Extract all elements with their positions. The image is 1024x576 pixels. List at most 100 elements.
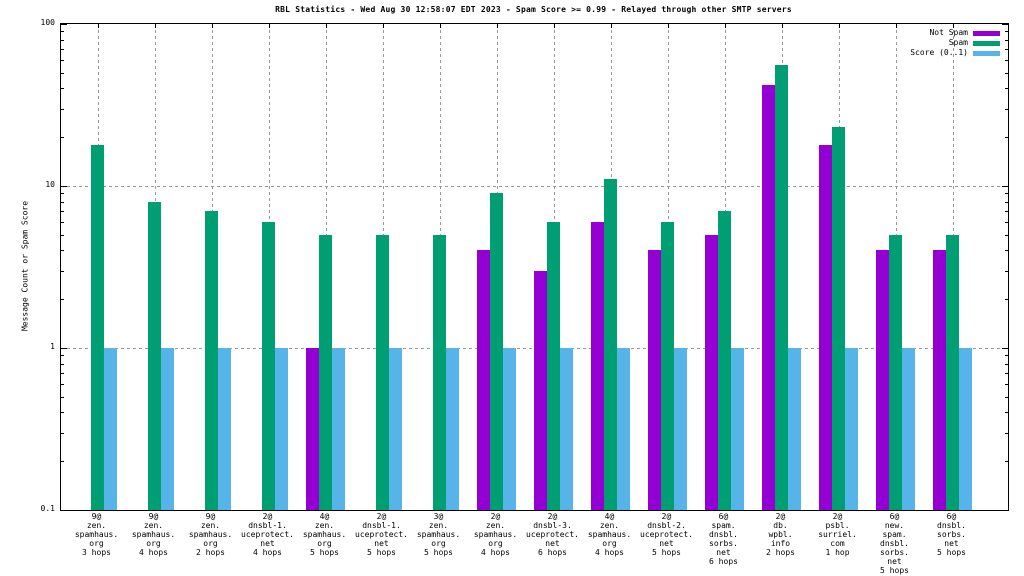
x-axis-category-label: 6@ new. spam. dnsbl. sorbs. net 5 hops <box>866 512 923 575</box>
legend-swatch <box>973 30 1000 36</box>
bar-spam <box>718 211 731 510</box>
x-axis-label-line: 2@ <box>490 512 501 521</box>
x-axis-category-label: 3@ zen. spamhaus. org 5 hops <box>410 512 467 557</box>
bar-spam <box>946 235 959 510</box>
x-axis-label-line: net <box>374 539 389 548</box>
bar-not-spam <box>819 145 832 510</box>
y-axis-minor-tick <box>1005 299 1008 300</box>
x-axis-label-line: sorbs. <box>709 539 738 548</box>
x-axis-label-line: com <box>830 539 845 548</box>
y-axis-minor-tick <box>61 373 64 374</box>
bar-not-spam <box>762 85 775 510</box>
x-axis-category-label: 9@ zen. spamhaus. org 3 hops <box>68 512 125 557</box>
y-axis-minor-tick <box>61 433 64 434</box>
x-axis-label-line: org <box>203 539 218 548</box>
x-axis-label-line: surriel. <box>818 530 857 539</box>
x-axis-label-line: 2 hops <box>196 548 225 557</box>
x-axis-label-line: 2@ <box>376 512 387 521</box>
x-axis-label-line: spamhaus. <box>473 530 518 539</box>
x-axis-category-label: 2@ dnsbl-1. uceprotect. net 5 hops <box>353 512 410 557</box>
bar-not-spam <box>534 271 547 510</box>
y-axis-tick-label: 100 <box>40 18 55 27</box>
x-axis-label-line: 2@ <box>775 512 786 521</box>
x-axis-label-line: zen. <box>200 521 221 530</box>
y-axis-minor-tick <box>1005 193 1008 194</box>
y-axis-tick-label: 0.1 <box>40 504 55 513</box>
x-axis-label-line: dnsbl-3. <box>533 521 572 530</box>
y-axis-minor-tick <box>1005 271 1008 272</box>
y-axis-minor-tick <box>1005 88 1008 89</box>
x-axis-tick <box>269 24 270 28</box>
y-axis-minor-tick <box>1005 222 1008 223</box>
legend-label: Not Spam <box>929 28 968 37</box>
bar-not-spam <box>477 250 490 510</box>
x-axis-label-line: net <box>944 539 959 548</box>
x-axis-tick <box>98 24 99 28</box>
x-axis-label-line: dnsbl-1. <box>362 521 401 530</box>
legend-swatch <box>973 50 1000 56</box>
x-axis-label-line: net <box>260 539 275 548</box>
bar-score-0-1- <box>674 348 687 510</box>
bar-score-0-1- <box>617 348 630 510</box>
x-axis-label-line: 6@ <box>946 512 957 521</box>
x-axis-label-line: 9@ <box>205 512 216 521</box>
y-axis-minor-tick <box>61 384 64 385</box>
y-axis-minor-tick <box>61 222 64 223</box>
x-axis-label-line: 5 hops <box>652 548 681 557</box>
legend-swatch <box>973 40 1000 46</box>
bar-score-0-1- <box>332 348 345 510</box>
x-axis-tick <box>725 24 726 28</box>
bar-spam <box>889 235 902 510</box>
x-axis-label-line: 6 hops <box>538 548 567 557</box>
bar-score-0-1- <box>503 348 516 510</box>
bar-spam <box>205 211 218 510</box>
x-axis-tick <box>782 24 783 28</box>
x-axis-label-line: org <box>89 539 104 548</box>
bar-score-0-1- <box>560 348 573 510</box>
x-axis-label-line: 9@ <box>148 512 159 521</box>
x-axis-tick <box>953 24 954 28</box>
bar-not-spam <box>306 348 319 510</box>
x-axis-label-line: zen. <box>485 521 506 530</box>
y-axis-tick <box>61 186 67 187</box>
x-axis-category-label: 2@ db. wpbl. info 2 hops <box>752 512 809 557</box>
x-axis-tick <box>668 24 669 28</box>
bar-not-spam <box>933 250 946 510</box>
bar-not-spam <box>591 222 604 510</box>
x-axis-tick <box>839 24 840 28</box>
bar-score-0-1- <box>104 348 117 510</box>
x-axis-label-line: org <box>146 539 161 548</box>
y-axis-minor-tick <box>61 49 64 50</box>
y-axis-minor-tick <box>1005 137 1008 138</box>
x-axis-label-line: 2@ <box>262 512 273 521</box>
y-axis-minor-tick <box>61 60 64 61</box>
x-axis-label-line: info <box>770 539 791 548</box>
x-axis-label-line: zen. <box>143 521 164 530</box>
y-axis-tick <box>1002 510 1008 511</box>
bar-spam <box>433 235 446 510</box>
y-axis-minor-tick <box>1005 60 1008 61</box>
bar-spam <box>319 235 332 510</box>
x-axis-label-line: 5 hops <box>937 548 966 557</box>
x-axis-label-line: 2@ <box>661 512 672 521</box>
x-axis-label-line: 6@ <box>889 512 900 521</box>
y-axis-minor-tick <box>61 364 64 365</box>
x-axis-category-label: 4@ zen. spamhaus. org 4 hops <box>581 512 638 557</box>
x-axis-label-line: 5 hops <box>367 548 396 557</box>
x-axis-label-line: new. <box>884 521 905 530</box>
x-axis-label-line: dnsbl. <box>709 530 738 539</box>
y-axis-minor-tick <box>1005 235 1008 236</box>
bar-score-0-1- <box>731 348 744 510</box>
plot-area <box>60 23 1009 511</box>
x-axis-label-line: sorbs. <box>937 530 966 539</box>
bar-score-0-1- <box>959 348 972 510</box>
bar-spam <box>604 179 617 510</box>
y-axis-minor-tick <box>1005 461 1008 462</box>
x-axis-label-line: sorbs. <box>880 548 909 557</box>
x-axis-label-line: 4 hops <box>595 548 624 557</box>
y-axis-tick <box>61 348 67 349</box>
x-axis-label-line: net <box>716 548 731 557</box>
x-axis-label-line: uceprotect. <box>526 530 579 539</box>
x-axis-label-line: spamhaus. <box>188 530 233 539</box>
